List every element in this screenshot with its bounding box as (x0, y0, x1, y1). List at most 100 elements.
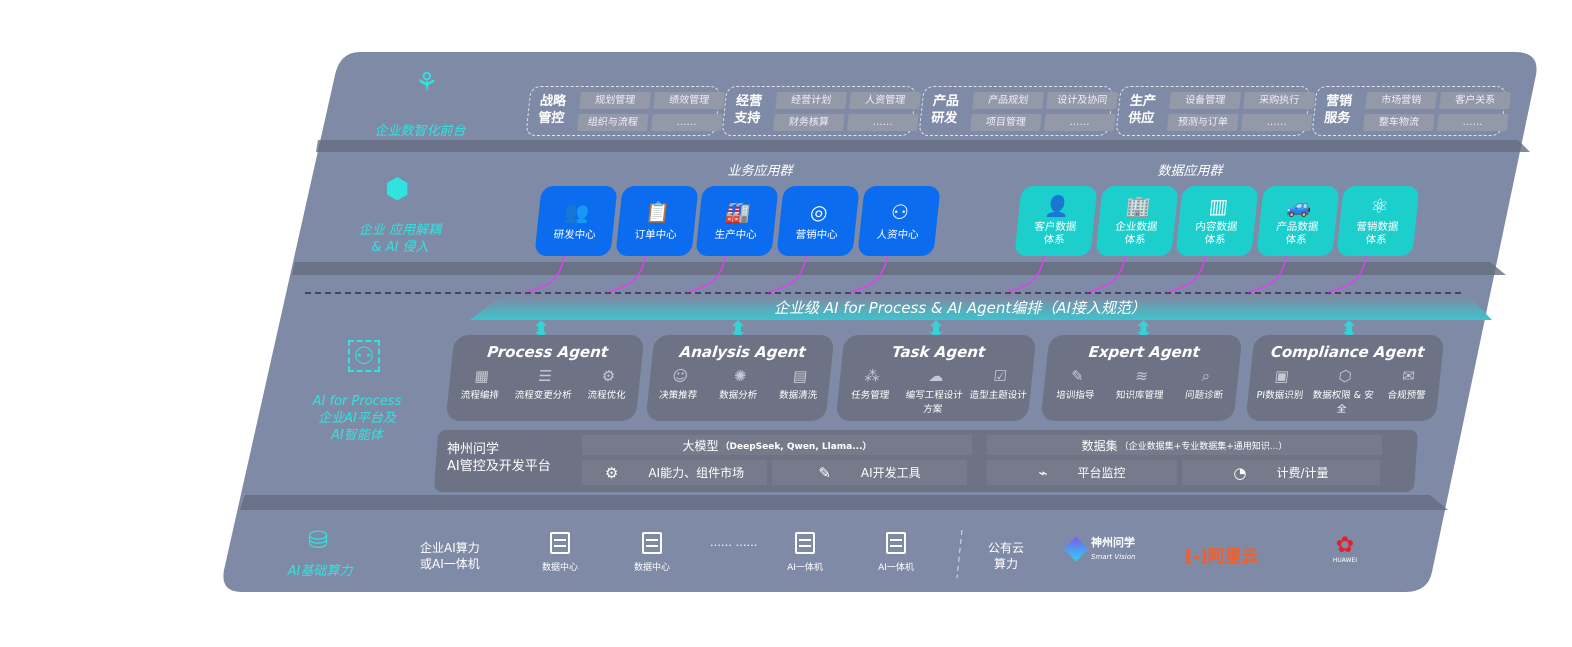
front-chip[interactable]: 规划管理 (579, 92, 651, 109)
agent-capability[interactable]: ☑ 造型主题设计 (964, 367, 1032, 415)
model-header: 大模型 （DeepSeek, Qwen, Llama...） (582, 435, 972, 455)
data-app-tile[interactable]: 🚙 产品数据体系 (1256, 186, 1340, 256)
workflow-icon: ▦ (473, 367, 490, 385)
front-chip[interactable]: 项目管理 (969, 114, 1042, 131)
front-chip[interactable]: …… (846, 114, 919, 131)
platform-item[interactable]: ⌁ 平台监控 (987, 460, 1177, 485)
users-icon: 👥 (563, 199, 591, 224)
front-chip[interactable]: 客户关系 (1439, 92, 1511, 109)
server-icon (886, 532, 906, 554)
layers-icon: ≋ (1134, 367, 1149, 385)
agent-capability[interactable]: ✉ 合规预警 (1373, 367, 1441, 415)
server-icon (795, 532, 815, 554)
agent-name: Task Agent (891, 343, 987, 361)
front-chip[interactable]: …… (1240, 114, 1313, 131)
bidirectional-arrow-icon (930, 320, 942, 338)
atom-icon: ✺ (732, 367, 748, 385)
front-chip[interactable]: 设备管理 (1169, 92, 1241, 109)
front-chip[interactable]: 设计及协同 (1046, 92, 1118, 109)
agent-card[interactable]: Compliance Agent ▣ PI数据识别 ⬡ 数据权限 & 安全 ✉ 合规预警 (1245, 335, 1445, 421)
front-group: 经营支持 经营计划 人资管理 财务核算…… (721, 86, 921, 136)
bidirectional-arrow-icon (1343, 320, 1355, 338)
layer-label-compute: AI基础算力 (287, 564, 353, 579)
molecule-icon: ⬢ (385, 172, 410, 205)
agent-capability[interactable]: ▦ 流程编排 (448, 367, 514, 401)
server: 数据中心 (622, 532, 682, 573)
agent-capability[interactable]: ▣ PI数据识别 (1246, 367, 1314, 415)
user-icon: 👤 (1043, 194, 1072, 218)
business-app-tile[interactable]: 🏭 生产中心 (695, 186, 779, 256)
agent-capability[interactable]: ☰ 流程变更分析 (511, 367, 577, 401)
front-chip[interactable]: …… (650, 114, 723, 131)
tile-label: 企业数据体系 (1114, 221, 1158, 246)
servers-ellipsis: …… …… (710, 536, 758, 549)
agent-capability[interactable]: ≋ 知识库管理 (1107, 367, 1174, 401)
data-app-tile[interactable]: ⚛ 营销数据体系 (1336, 186, 1420, 256)
business-app-tile[interactable]: ⚇ 人资中心 (857, 186, 941, 256)
capability-label: 培训指导 (1055, 390, 1095, 401)
front-chip[interactable]: 市场营销 (1365, 92, 1437, 109)
business-app-tile[interactable]: 📋 订单中心 (615, 186, 699, 256)
group-title: 经营支持 (733, 94, 763, 126)
capability-label: 数据分析 (718, 390, 758, 401)
layer-label-decouple: 企业 应用解耦 & AI 侵入 (358, 223, 442, 255)
server-label: AI一体机 (878, 563, 914, 573)
data-app-tile[interactable]: ▥ 内容数据体系 (1175, 186, 1259, 256)
front-chip[interactable]: 组织与流程 (576, 114, 649, 131)
cloud-icon: ☁ (927, 367, 945, 385)
platform-item-label: AI开发工具 (860, 466, 921, 480)
dev-tool-icon: ✎ (818, 463, 831, 482)
server-label: 数据中心 (633, 563, 670, 573)
car-icon: 🚙 (1285, 194, 1314, 218)
agent-card[interactable]: Process Agent ▦ 流程编排 ☰ 流程变更分析 ⚙ 流程优化 (445, 335, 645, 421)
data-app-tile[interactable]: 🏢 企业数据体系 (1095, 186, 1179, 256)
platform-item[interactable]: ◔ 计费/计量 (1182, 460, 1380, 485)
agent-name: Compliance Agent (1270, 343, 1426, 361)
front-chip[interactable]: 预测与订单 (1166, 114, 1239, 131)
group-title: 生产供应 (1127, 94, 1157, 126)
agent-capability[interactable]: ☁ 编写工程设计方案 (900, 367, 968, 415)
agent-card[interactable]: Expert Agent ✎ 培训指导 ≋ 知识库管理 ⌕ 问题诊断 (1040, 335, 1243, 421)
platform-item-label: 计费/计量 (1276, 466, 1329, 480)
agent-capability[interactable]: ✺ 数据分析 (708, 367, 771, 401)
platform-item[interactable]: ⚙ AI能力、组件市场 (582, 460, 767, 485)
agent-capability[interactable]: ⁂ 任务管理 (836, 367, 904, 415)
market-icon: ⚙ (604, 463, 619, 482)
front-chip[interactable]: 产品规划 (972, 92, 1044, 109)
front-chip[interactable]: 人资管理 (849, 92, 921, 109)
front-chip[interactable]: …… (1436, 114, 1509, 131)
tile-label: 订单中心 (633, 228, 678, 241)
agent-items: ▦ 流程编排 ☰ 流程变更分析 ⚙ 流程优化 (448, 367, 642, 401)
front-chip[interactable]: 采购执行 (1243, 92, 1315, 109)
agent-capability[interactable]: ☺ 决策推荐 (648, 367, 711, 401)
task-icon: ⁂ (863, 367, 881, 385)
front-chip[interactable]: …… (1043, 114, 1116, 131)
front-chip[interactable]: 绩效管理 (653, 92, 725, 109)
tile-label: 研发中心 (552, 228, 597, 241)
business-app-tile[interactable]: 👥 研发中心 (534, 186, 618, 256)
agent-capability[interactable]: ✎ 培训指导 (1043, 367, 1110, 401)
agent-capability[interactable]: ⚙ 流程优化 (575, 367, 641, 401)
data-apps-title: 数据应用群 (1157, 164, 1223, 179)
aliyun-logo: [-]阿里云 (1185, 547, 1259, 567)
agent-capability[interactable]: ▤ 数据清洗 (768, 367, 831, 401)
platform-item[interactable]: ✎ AI开发工具 (772, 460, 967, 485)
agent-card[interactable]: Task Agent ⁂ 任务管理 ☁ 编写工程设计方案 ☑ 造型主题设计 (835, 335, 1037, 421)
front-chip[interactable]: 经营计划 (775, 92, 847, 109)
checklist-icon: ☑ (992, 367, 1008, 385)
agent-capability[interactable]: ⬡ 数据权限 & 安全 (1310, 367, 1378, 415)
layer-label-process: AI for Process 企业AI平台及 AI智能体 (312, 394, 402, 443)
agent-capability[interactable]: ⌕ 问题诊断 (1172, 367, 1239, 401)
face-scan-icon: ⚇ (348, 340, 380, 372)
capability-label: 知识库管理 (1115, 390, 1164, 401)
tile-label: 营销中心 (794, 228, 839, 241)
tile-label: 人资中心 (875, 228, 920, 241)
agent-card[interactable]: Analysis Agent ☺ 决策推荐 ✺ 数据分析 ▤ 数据清洗 (645, 335, 835, 421)
person-icon: ⚇ (889, 199, 911, 224)
business-app-tile[interactable]: ◎ 营销中心 (776, 186, 860, 256)
capability-label: 合规预警 (1386, 390, 1427, 401)
data-app-tile[interactable]: 👤 客户数据体系 (1014, 186, 1098, 256)
front-chip[interactable]: 财务核算 (772, 114, 845, 131)
capability-label: 任务管理 (850, 390, 890, 401)
front-chip[interactable]: 整车物流 (1362, 114, 1435, 131)
